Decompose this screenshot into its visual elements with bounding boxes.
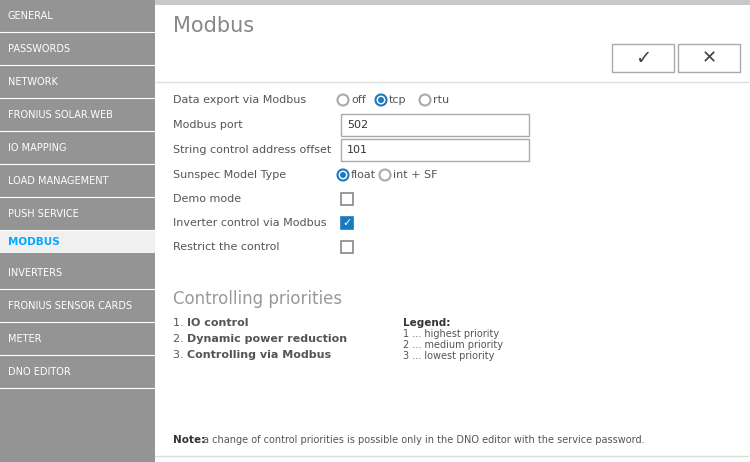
Bar: [0, 99, 155, 131]
Bar: [678, 44, 740, 72]
Text: Demo mode: Demo mode: [173, 194, 242, 204]
Text: Note:: Note:: [173, 435, 206, 445]
Text: Controlling via Modbus: Controlling via Modbus: [187, 350, 332, 360]
Bar: [0, 231, 155, 253]
Bar: [341, 114, 529, 136]
Circle shape: [340, 172, 346, 178]
Text: a change of control priorities is possible only in the DNO editor with the servi: a change of control priorities is possib…: [203, 435, 644, 445]
Text: 3 ... lowest priority: 3 ... lowest priority: [403, 351, 494, 361]
Text: 3.: 3.: [173, 350, 188, 360]
Text: ✕: ✕: [701, 49, 716, 67]
Text: NETWORK: NETWORK: [8, 77, 58, 87]
Text: Inverter control via Modbus: Inverter control via Modbus: [173, 218, 326, 228]
Text: DNO EDITOR: DNO EDITOR: [8, 367, 70, 377]
Text: 502: 502: [347, 120, 368, 130]
Text: Modbus port: Modbus port: [173, 120, 243, 130]
Text: 1.: 1.: [173, 318, 188, 328]
Text: IO MAPPING: IO MAPPING: [8, 143, 67, 153]
Text: IO control: IO control: [187, 318, 248, 328]
Text: rtu: rtu: [433, 95, 449, 105]
Bar: [0, 0, 155, 32]
Bar: [0, 290, 155, 322]
Bar: [341, 217, 353, 229]
Text: int + SF: int + SF: [393, 170, 437, 180]
Circle shape: [378, 97, 384, 103]
Bar: [0, 33, 155, 65]
Text: FRONIUS SOLAR.WEB: FRONIUS SOLAR.WEB: [8, 110, 112, 120]
Text: String control address offset: String control address offset: [173, 145, 332, 155]
Text: 2.: 2.: [173, 334, 188, 344]
Text: off: off: [351, 95, 366, 105]
Text: Sunspec Model Type: Sunspec Model Type: [173, 170, 286, 180]
Text: Restrict the control: Restrict the control: [173, 242, 280, 252]
Text: float: float: [351, 170, 376, 180]
Bar: [612, 44, 674, 72]
Text: GENERAL: GENERAL: [8, 11, 54, 21]
Text: PASSWORDS: PASSWORDS: [8, 44, 70, 54]
Text: MODBUS: MODBUS: [8, 237, 60, 247]
Text: PUSH SERVICE: PUSH SERVICE: [8, 209, 79, 219]
Text: Legend:: Legend:: [403, 318, 450, 328]
Bar: [341, 139, 529, 161]
Text: LOAD MANAGEMENT: LOAD MANAGEMENT: [8, 176, 109, 186]
Text: Controlling priorities: Controlling priorities: [173, 290, 342, 308]
Text: 1 ... highest priority: 1 ... highest priority: [403, 329, 500, 339]
Bar: [0, 257, 155, 289]
Bar: [155, 0, 750, 462]
Bar: [341, 241, 353, 253]
Bar: [0, 356, 155, 388]
Bar: [0, 66, 155, 98]
Text: FRONIUS SENSOR CARDS: FRONIUS SENSOR CARDS: [8, 301, 132, 311]
Bar: [0, 323, 155, 355]
Text: METER: METER: [8, 334, 41, 344]
Text: 101: 101: [347, 145, 368, 155]
Text: Data export via Modbus: Data export via Modbus: [173, 95, 306, 105]
Text: INVERTERS: INVERTERS: [8, 268, 62, 278]
Text: tcp: tcp: [389, 95, 406, 105]
Bar: [0, 132, 155, 164]
Text: Modbus: Modbus: [173, 16, 254, 36]
Bar: [341, 193, 353, 205]
Text: 2 ... medium priority: 2 ... medium priority: [403, 340, 503, 350]
Text: ✓: ✓: [634, 49, 651, 67]
Bar: [0, 0, 155, 462]
Text: Dynamic power reduction: Dynamic power reduction: [187, 334, 347, 344]
Bar: [155, 0, 750, 5]
Bar: [0, 165, 155, 197]
Text: ✓: ✓: [342, 218, 352, 228]
Bar: [0, 198, 155, 230]
